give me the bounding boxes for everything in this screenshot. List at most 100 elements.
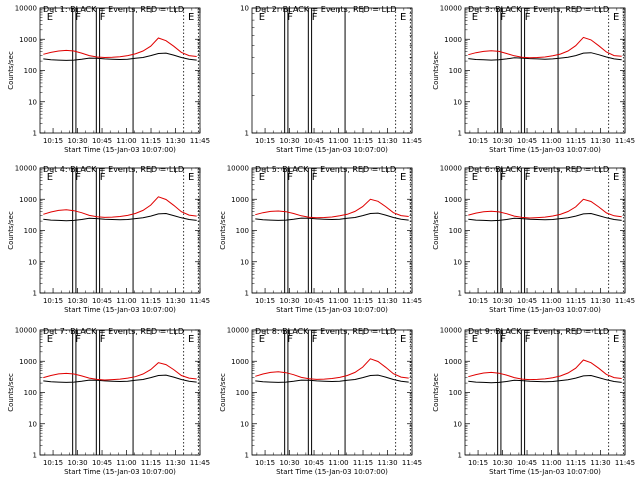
x-axis-label: Start Time (15-Jan-03 10:07:00)	[489, 468, 601, 476]
x-tick-label: 11:30	[377, 459, 397, 467]
x-tick-label: 10:45	[92, 137, 112, 145]
x-tick-label: 11:15	[566, 459, 586, 467]
y-tick-label: 1000	[444, 196, 462, 204]
x-axis-label: Start Time (15-Jan-03 10:07:00)	[489, 146, 601, 154]
x-tick-label: 10:15	[255, 137, 275, 145]
x-tick-label: 10:45	[92, 459, 112, 467]
x-axis-label: Start Time (15-Jan-03 10:07:00)	[276, 468, 388, 476]
events-series-line	[255, 374, 409, 383]
x-tick-label: 11:30	[377, 297, 397, 305]
y-tick-label: 10000	[440, 327, 462, 335]
y-tick-label: 1000	[231, 196, 249, 204]
x-tick-label: 11:15	[353, 459, 373, 467]
x-tick-label: 11:15	[566, 297, 586, 305]
y-tick-label: 100	[24, 227, 37, 235]
x-tick-label: 11:00	[116, 297, 136, 305]
y-tick-label: 1	[245, 130, 249, 138]
lld-series-line	[255, 358, 409, 380]
y-tick-label: 1	[33, 130, 37, 138]
x-tick-label: 10:45	[517, 297, 537, 305]
y-tick-label: 10	[453, 258, 462, 266]
y-tick-label: 100	[449, 227, 462, 235]
plot-frame	[251, 329, 413, 456]
y-tick-label: 10	[453, 420, 462, 428]
flag-label: F	[312, 12, 318, 23]
x-tick-label: 11:00	[541, 137, 561, 145]
detector-panel-9: 1 10 100 1000 10000 10:15 10:30 10:45 11:00 11:15…	[432, 327, 635, 477]
events-series-line	[468, 374, 622, 384]
y-tick-label: 10	[28, 258, 37, 266]
x-axis-label: Start Time (15-Jan-03 10:07:00)	[489, 306, 601, 314]
detector-panel-2: 1 10 10:15 10:30 10:45 11:00 11:15 11:30 11:45 E F…	[240, 5, 422, 155]
flag-label: F	[500, 334, 506, 345]
y-tick-label: 1000	[444, 36, 462, 44]
flag-label: E	[472, 12, 478, 23]
flag-label: E	[47, 334, 53, 345]
y-tick-label: 10	[240, 420, 249, 428]
x-tick-label: 11:45	[190, 297, 210, 305]
flag-label: E	[259, 12, 265, 23]
x-tick-label: 10:15	[43, 137, 63, 145]
x-tick-label: 11:30	[165, 297, 185, 305]
lld-series-line	[468, 36, 622, 59]
x-tick-label: 10:15	[468, 297, 488, 305]
x-tick-label: 10:45	[517, 137, 537, 145]
y-tick-label: 10000	[440, 5, 462, 13]
events-series-line	[468, 52, 622, 61]
x-tick-label: 11:45	[615, 459, 635, 467]
panel-title: Det 7: BLACK = Events, RED = LLD	[43, 327, 184, 336]
y-axis-label: Counts/sec	[7, 373, 15, 412]
flag-label: E	[188, 172, 194, 183]
panel-title: Det 4: BLACK = Events, RED = LLD	[43, 165, 184, 174]
x-tick-label: 10:45	[517, 459, 537, 467]
y-tick-label: 10	[240, 5, 249, 13]
lld-series-line	[468, 359, 622, 381]
y-tick-label: 1	[245, 290, 249, 298]
x-tick-label: 11:15	[353, 137, 373, 145]
y-tick-label: 10	[453, 98, 462, 106]
y-tick-label: 10000	[15, 5, 37, 13]
x-tick-label: 11:30	[590, 459, 610, 467]
y-tick-label: 1000	[231, 358, 249, 366]
x-tick-label: 11:45	[190, 137, 210, 145]
x-tick-label: 11:00	[116, 137, 136, 145]
detector-panel-6: 1 10 100 1000 10000 10:15 10:30 10:45 11:00 11:15…	[432, 165, 635, 315]
x-tick-label: 11:00	[541, 297, 561, 305]
y-tick-label: 10000	[15, 327, 37, 335]
x-tick-label: 10:30	[279, 137, 299, 145]
x-axis-label: Start Time (15-Jan-03 10:07:00)	[64, 306, 176, 314]
flag-label: E	[613, 12, 619, 23]
detector-panel-1: 1 10 100 1000 10000 10:15 10:30 10:45 11:00 11:15…	[7, 5, 210, 155]
x-tick-label: 10:30	[67, 297, 87, 305]
flag-label: F	[75, 334, 81, 345]
events-series-line	[43, 374, 197, 383]
flag-label: F	[500, 12, 506, 23]
x-tick-label: 10:15	[468, 137, 488, 145]
y-tick-label: 10	[28, 98, 37, 106]
events-series-line	[43, 212, 197, 222]
x-tick-label: 11:00	[541, 459, 561, 467]
lld-series-line	[43, 362, 197, 381]
x-tick-label: 11:00	[328, 297, 348, 305]
x-tick-label: 11:45	[615, 297, 635, 305]
detector-panel-7: 1 10 100 1000 10000 10:15 10:30 10:45 11:00 11:15…	[7, 327, 210, 477]
panel-title: Det 8: BLACK = Events, RED = LLD	[255, 327, 396, 336]
x-tick-label: 10:30	[492, 137, 512, 145]
flag-label: F	[287, 172, 293, 183]
flag-label: F	[75, 12, 81, 23]
y-axis-label: Counts/sec	[7, 211, 15, 250]
events-series-line	[255, 212, 409, 221]
y-tick-label: 10000	[227, 327, 249, 335]
y-axis-label: Counts/sec	[219, 211, 227, 250]
x-axis-label: Start Time (15-Jan-03 10:07:00)	[64, 146, 176, 154]
panel-title: Det 1: BLACK = Events, RED = LLD	[43, 5, 184, 14]
y-tick-label: 10	[240, 258, 249, 266]
flag-label: E	[472, 334, 478, 345]
y-tick-label: 1000	[19, 358, 37, 366]
events-series-line	[43, 52, 197, 61]
flag-label: F	[287, 334, 293, 345]
x-tick-label: 11:45	[402, 459, 422, 467]
x-tick-label: 10:15	[468, 459, 488, 467]
y-tick-label: 10000	[15, 165, 37, 173]
flag-label: F	[312, 334, 318, 345]
